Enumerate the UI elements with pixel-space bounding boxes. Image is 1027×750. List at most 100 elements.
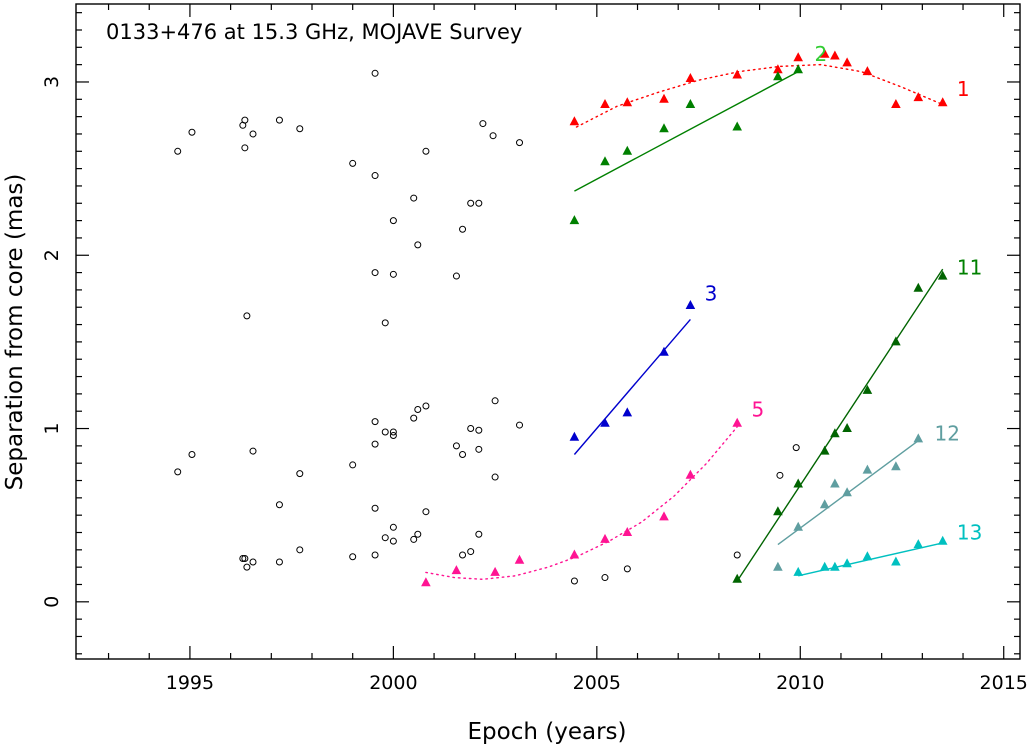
open-circle-point xyxy=(296,546,304,554)
open-circle-point xyxy=(241,144,249,152)
triangle-point-12 xyxy=(830,478,840,488)
open-circle-point xyxy=(389,270,397,278)
open-circle-point xyxy=(349,553,357,561)
open-circle-point xyxy=(792,444,800,452)
triangle-point-5 xyxy=(421,577,431,587)
open-circle-point xyxy=(414,241,422,249)
triangle-point-5 xyxy=(659,511,669,521)
fit-line-2 xyxy=(574,70,799,192)
triangle-point-1 xyxy=(732,69,742,79)
triangle-point-11 xyxy=(732,573,742,583)
triangle-point-2 xyxy=(622,145,633,155)
triangle-point-13 xyxy=(891,556,901,566)
open-circle-point xyxy=(414,405,422,413)
open-circle-point xyxy=(475,445,483,453)
open-circle-point xyxy=(243,563,251,571)
open-circle-point xyxy=(381,534,389,542)
open-circle-point xyxy=(381,319,389,327)
open-circle-point xyxy=(475,199,483,207)
y-tick-label: 2 xyxy=(41,249,63,261)
y-axis-label: Separation from core (mas) xyxy=(2,174,28,491)
data-points xyxy=(174,48,948,587)
triangle-point-5 xyxy=(685,469,696,479)
triangle-point-11 xyxy=(819,445,830,455)
triangle-point-2 xyxy=(732,121,742,131)
open-circle-point xyxy=(389,537,397,545)
fit-line-1 xyxy=(575,63,944,128)
triangle-point-5 xyxy=(732,417,742,427)
open-circle-point xyxy=(459,225,467,233)
open-circle-point xyxy=(776,471,784,479)
triangle-point-1 xyxy=(773,64,783,74)
open-circle-point xyxy=(410,414,418,422)
open-circle-point xyxy=(349,159,357,167)
series-label-13: 13 xyxy=(957,520,982,544)
triangle-point-1 xyxy=(793,52,803,62)
triangle-point-11 xyxy=(830,428,840,438)
x-tick-label: 2010 xyxy=(776,672,824,694)
triangle-point-11 xyxy=(862,384,873,394)
triangle-point-13 xyxy=(842,558,852,568)
open-circle-point xyxy=(249,130,257,138)
open-circle-point xyxy=(275,558,283,566)
open-circle-point xyxy=(410,535,418,543)
open-circle-point xyxy=(371,172,379,180)
open-circle-point xyxy=(479,120,487,128)
open-circle-point xyxy=(467,425,475,433)
triangle-point-5 xyxy=(600,533,610,543)
open-circle-point xyxy=(371,269,379,277)
open-circle-point xyxy=(467,548,475,556)
triangle-point-12 xyxy=(793,521,803,531)
open-circle-point xyxy=(733,551,741,559)
open-circle-point xyxy=(410,194,418,202)
triangle-point-12 xyxy=(891,461,901,471)
triangle-point-11 xyxy=(793,478,803,488)
triangle-point-2 xyxy=(773,71,783,81)
open-circle-point xyxy=(241,554,249,562)
open-circle-point xyxy=(275,501,283,509)
open-circle-point xyxy=(371,418,379,426)
triangle-point-1 xyxy=(569,116,580,126)
open-circle-point xyxy=(422,508,430,516)
open-circle-point xyxy=(475,530,483,538)
triangle-point-12 xyxy=(819,499,830,509)
open-circle-point xyxy=(188,128,196,136)
triangle-point-12 xyxy=(773,561,783,571)
open-circle-point xyxy=(414,530,422,538)
x-tick-label: 2015 xyxy=(980,672,1027,694)
x-tick-label: 2000 xyxy=(369,672,417,694)
triangle-point-1 xyxy=(842,57,852,67)
triangle-point-5 xyxy=(451,565,462,575)
triangle-point-2 xyxy=(685,99,696,108)
y-tick-label: 0 xyxy=(41,596,63,608)
triangle-point-1 xyxy=(819,48,830,58)
series-label-3: 3 xyxy=(705,281,718,305)
open-circle-point xyxy=(296,470,304,478)
triangle-point-13 xyxy=(830,561,840,571)
triangle-point-5 xyxy=(514,554,525,564)
triangle-point-1 xyxy=(830,50,840,60)
x-tick-label: 2005 xyxy=(573,672,621,694)
open-circle-point xyxy=(601,574,609,582)
y-tick-label: 3 xyxy=(41,76,63,88)
series-label-11: 11 xyxy=(957,255,982,279)
triangle-point-11 xyxy=(913,282,924,292)
open-circle-point xyxy=(389,217,397,225)
open-circle-point xyxy=(491,473,499,481)
triangle-point-12 xyxy=(862,464,873,474)
open-circle-point xyxy=(516,139,524,147)
open-circle-point xyxy=(188,451,196,459)
open-circle-point xyxy=(371,440,379,448)
fit-line-5 xyxy=(425,426,738,581)
triangle-point-3 xyxy=(569,431,580,441)
open-circle-point xyxy=(467,199,475,207)
open-circle-point xyxy=(452,272,460,280)
series-label-5: 5 xyxy=(751,397,764,421)
series-label-2: 2 xyxy=(815,42,828,66)
open-circle-point xyxy=(389,431,397,439)
open-circle-point xyxy=(296,125,304,133)
open-circle-point xyxy=(489,132,497,140)
fit-line-11 xyxy=(736,268,944,582)
triangle-point-3 xyxy=(622,407,633,417)
